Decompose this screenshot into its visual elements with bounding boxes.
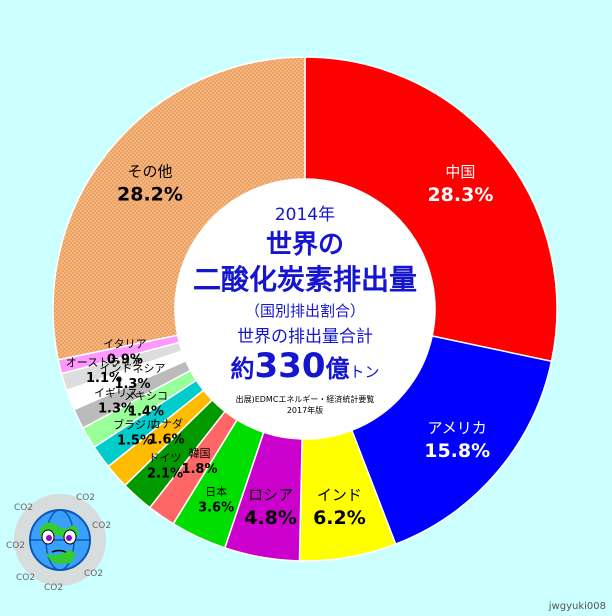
slice-value-canada: 1.6% (148, 433, 184, 448)
slice-value-japan: 3.6% (198, 500, 234, 515)
chart-title-line1: 世界の (265, 230, 344, 260)
svg-text:CO2: CO2 (44, 583, 63, 593)
chart-title-line2: 二酸化炭素排出量 (192, 263, 417, 296)
slice-name-china: 中国 (445, 163, 475, 181)
total-amount: 約330億トン (185, 346, 425, 386)
slice-value-india: 6.2% (313, 507, 366, 529)
slice-value-brazil: 1.5% (117, 433, 153, 448)
total-prefix: 約 (230, 355, 255, 383)
slice-name-germany: ドイツ (149, 452, 182, 465)
slice-value-australia: 1.1% (86, 371, 122, 386)
slice-name-italy: イタリア (103, 337, 147, 350)
chart-subtitle: （国別排出割合） (244, 302, 365, 320)
slice-value-korea: 1.8% (181, 462, 217, 477)
watermark: jwgyuki008 (548, 601, 606, 612)
slice-value-italy: 0.9% (107, 352, 143, 367)
slice-name-australia: オーストラリア (66, 356, 142, 369)
donut-hole (175, 179, 435, 439)
slice-name-brazil: ブラジル (113, 417, 157, 431)
co2-globe-icon: CO2 CO2 CO2 CO2 CO2 CO2 CO2 (6, 493, 111, 593)
slice-name-japan: 日本 (205, 484, 227, 498)
slice-value-usa: 15.8% (424, 440, 490, 462)
slice-name-india: インド (317, 486, 362, 504)
slice-name-uk: イギリス (94, 387, 138, 400)
total-caption: 世界の排出量合計 (237, 327, 373, 347)
slice-name-canada: カナダ (150, 417, 183, 431)
slice-name-other: その他 (127, 163, 172, 181)
total-suffix: トン (349, 363, 380, 381)
svg-text:CO2: CO2 (14, 503, 33, 513)
slice-name-korea: 韓国 (188, 447, 210, 460)
slice-labels: 中国 28.3% アメリカ 15.8% インド 6.2% ロシア 4.8% 日本 3.6% 韓国 1.… (66, 163, 494, 529)
slice-value-russia: 4.8% (244, 507, 297, 529)
slice-value-other: 28.2% (117, 184, 183, 206)
slice-value-germany: 2.1% (147, 467, 183, 482)
svg-text:CO2: CO2 (16, 573, 35, 583)
svg-text:CO2: CO2 (76, 493, 95, 503)
slice-name-russia: ロシア (248, 486, 293, 504)
slice-name-mexico: メキシコ (124, 390, 168, 403)
source-note: 出展)EDMCエネルギー・経済統計要覧 (235, 395, 375, 404)
year-label: 2014年 (274, 205, 336, 225)
total-value: 330 (254, 346, 326, 386)
svg-text:CO2: CO2 (84, 569, 103, 579)
slice-value-mexico: 1.4% (128, 405, 164, 420)
svg-text:CO2: CO2 (92, 521, 111, 531)
slice-value-china: 28.3% (427, 184, 493, 206)
slice-name-indonesia: インドネシア (99, 362, 165, 375)
svg-text:CO2: CO2 (6, 541, 25, 551)
donut-slices (52, 56, 558, 562)
slice-value-uk: 1.3% (98, 402, 134, 417)
slice-name-usa: アメリカ (428, 419, 487, 437)
source-edition: 2017年版 (286, 406, 324, 415)
slice-value-indonesia: 1.3% (114, 377, 150, 392)
total-unit: 億 (325, 355, 350, 383)
